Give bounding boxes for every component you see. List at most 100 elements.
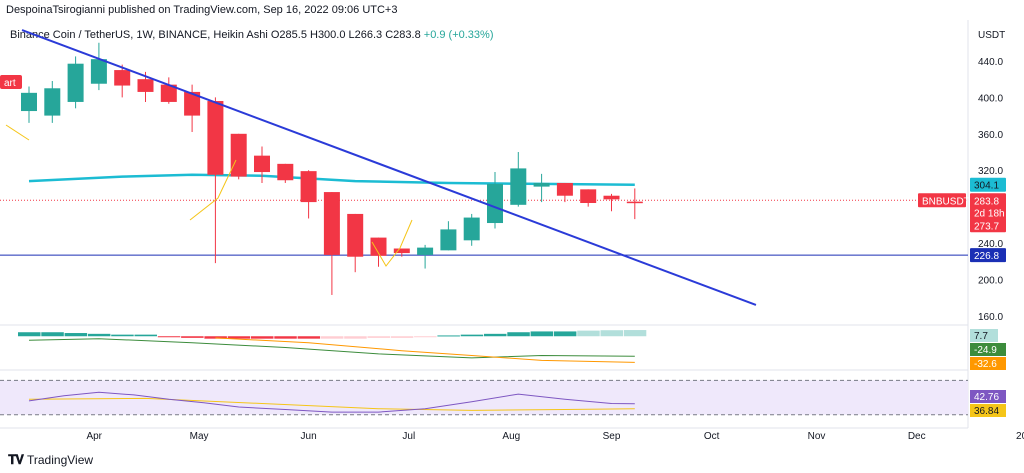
candle-body: [160, 84, 177, 102]
macd-histogram-bar: [157, 336, 181, 338]
candle-body: [603, 195, 620, 200]
macd-histogram-bar: [297, 336, 321, 339]
x-tick-label: Dec: [908, 431, 926, 442]
y-tick-label: 360.0: [978, 130, 1003, 141]
candle-body: [277, 163, 294, 181]
price-tag-text: 283.8: [974, 196, 999, 207]
rsi-tag-bg: [970, 404, 1006, 417]
macd-signal-line: [215, 337, 635, 363]
macd-hist-tag-bg: [970, 329, 998, 342]
macd-line: [28, 338, 635, 359]
candle-body: [254, 155, 270, 173]
price-tag-bg: [970, 248, 1006, 263]
x-tick-label: Jun: [301, 431, 317, 442]
candle-body: [184, 91, 201, 116]
zigzag-annotation: [5, 124, 30, 141]
candle-body: [90, 59, 107, 84]
macd-histogram-bar: [530, 331, 554, 337]
chart-svg[interactable]: Binance Coin / TetherUS, 1W, BINANCE, He…: [0, 20, 1024, 445]
y-tick-label: 200.0: [978, 275, 1003, 286]
candle-body: [487, 183, 503, 224]
published-header: DespoinaTsirogianni published on Trading…: [6, 4, 398, 16]
candle-body: [626, 201, 643, 204]
candle-body: [207, 101, 224, 175]
footer-brand: TradingView: [27, 453, 94, 467]
macd-histogram-bar: [111, 334, 134, 337]
price-unit-label: USDT: [978, 30, 1005, 41]
macd-histogram-bar: [600, 330, 623, 337]
y-tick-label: 320.0: [978, 166, 1003, 177]
rsi-tag-bg: [970, 390, 1006, 403]
macd-histogram-bar: [623, 330, 647, 337]
symbol-tag-bg: [918, 193, 966, 208]
macd-histogram-bar: [274, 336, 297, 339]
rsi-line: [28, 391, 635, 413]
macd-histogram-bar: [367, 336, 390, 338]
candle-body: [440, 229, 457, 251]
candle-body: [556, 182, 573, 196]
macd-histogram-bar: [181, 336, 204, 338]
candle-body: [347, 213, 364, 257]
macd-histogram-bar: [227, 336, 251, 339]
rsi-ma-line: [28, 397, 635, 411]
candle-body: [463, 217, 480, 241]
y-tick-label: 160.0: [978, 312, 1003, 323]
macd-histogram-bar: [577, 330, 600, 337]
price-tag-text: 226.8: [974, 251, 999, 262]
macd-histogram-bar: [320, 336, 344, 339]
macd-histogram-bar: [41, 332, 64, 337]
zigzag-annotation: [189, 159, 237, 221]
candle-body: [21, 92, 37, 112]
price-tag-bg: [970, 193, 1006, 208]
macd-line-tag-bg: [970, 357, 1006, 370]
macd-histogram-bar: [18, 332, 41, 337]
zigzag-annotation: [371, 219, 413, 267]
x-tick-label: May: [190, 431, 209, 442]
candle-body: [510, 168, 527, 205]
chart-area[interactable]: Binance Coin / TetherUS, 1W, BINANCE, He…: [0, 20, 1024, 445]
candle-body: [580, 189, 597, 203]
candle-body: [417, 247, 434, 255]
macd-histogram-bar: [344, 336, 367, 339]
price-tag-bg: [970, 205, 1006, 220]
x-tick-label: Aug: [502, 431, 520, 442]
macd-histogram-bar: [390, 336, 414, 338]
symbol-info-part: O285.5: [271, 29, 310, 41]
x-tick-label: Nov: [808, 431, 826, 442]
y-tick-label: 400.0: [978, 93, 1003, 104]
cut-label-text: art: [4, 78, 16, 89]
x-tick-label: Jul: [402, 431, 415, 442]
candle-body: [300, 171, 317, 203]
macd-hist-tag-text: 7.7: [974, 331, 988, 342]
price-tag-bg: [970, 218, 1006, 233]
macd-histogram-bar: [484, 333, 507, 337]
tradingview-footer[interactable]: 𝐓𝐕 TradingView: [8, 452, 93, 468]
candle-body: [67, 63, 84, 102]
macd-histogram-bar: [251, 336, 274, 339]
price-tag-bg: [970, 177, 1006, 192]
macd-histogram-bar: [460, 334, 484, 337]
candle-body: [323, 192, 340, 255]
macd-line-tag-bg: [970, 343, 1006, 356]
price-tag-text: 2d 18h: [974, 209, 1005, 220]
price-tag-text: 273.7: [974, 221, 999, 232]
symbol-info-part: H300.0: [310, 29, 349, 41]
x-tick-label: Sep: [603, 431, 621, 442]
descending-trendline: [21, 29, 757, 306]
macd-histogram-bar: [134, 334, 157, 337]
macd-histogram-bar: [507, 332, 530, 337]
symbol-tag-text: BNBUSDT: [922, 196, 970, 207]
candle-body: [370, 237, 387, 256]
symbol-info-part: Binance Coin / TetherUS, 1W, BINANCE, He…: [10, 29, 271, 41]
macd-line-tag-text: -24.9: [974, 345, 997, 356]
symbol-info-part: L266.3: [349, 29, 386, 41]
y-tick-label: 240.0: [978, 239, 1003, 250]
symbol-info-line: Binance Coin / TetherUS, 1W, BINANCE, He…: [10, 29, 493, 41]
price-tag-text: 304.1: [974, 181, 999, 192]
rsi-tag-text: 36.84: [974, 406, 999, 417]
y-tick-label: 440.0: [978, 57, 1003, 68]
candle-body: [114, 70, 131, 86]
macd-histogram-bar: [553, 331, 577, 337]
x-tick-label: Oct: [704, 431, 720, 442]
x-tick-label: 20: [1016, 431, 1024, 442]
